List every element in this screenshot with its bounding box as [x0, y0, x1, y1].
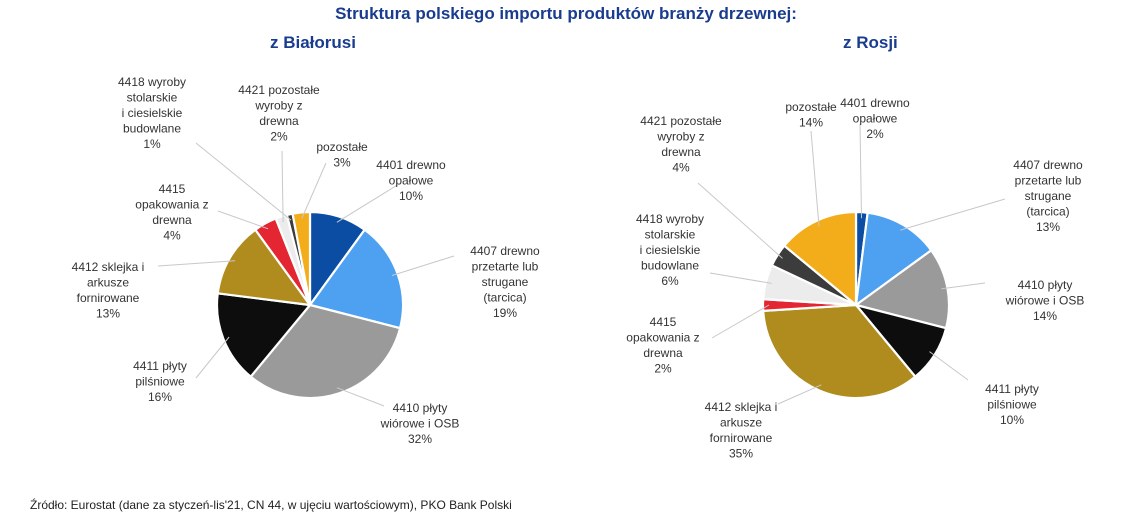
pie-slice	[782, 210, 858, 308]
pie-russia: 4401 drewno opałowe 2% 4407 drewno przetarte…	[626, 96, 1084, 461]
slice-label: 4410 płyty wiórowe i OSB 14%	[1005, 278, 1085, 323]
leader-line	[195, 142, 292, 221]
slice-label: pozostałe 3%	[316, 140, 368, 170]
leader-line	[301, 162, 327, 219]
slice-label: pozostałe 14%	[785, 100, 837, 130]
leader-line	[900, 198, 1006, 231]
slice-label: 4418 wyroby stolarskie i ciesielskie budowl…	[636, 212, 704, 288]
leader-line	[711, 304, 770, 339]
pie-slice	[215, 292, 313, 379]
leader-line	[195, 336, 230, 379]
pie-slice	[216, 228, 313, 307]
leader-line	[391, 255, 455, 276]
page-title: Struktura polskiego importu produktów br…	[335, 4, 797, 23]
leader-line	[929, 351, 969, 381]
pie-slice	[854, 211, 933, 308]
slice-label: 4407 drewno przetarte lub strugane (tarcica…	[470, 244, 540, 320]
pie-slice	[291, 210, 312, 306]
leader-line	[709, 272, 772, 284]
slice-label: 4410 płyty wiórowe i OSB 32%	[380, 401, 460, 446]
leader-line	[697, 182, 783, 259]
slice-label: 4412 sklejka i arkusze fornirowane 35%	[705, 400, 778, 461]
chart-title-belarus: z Białorusi	[270, 33, 356, 52]
slice-label: 4411 płyty pilśniowe 10%	[985, 382, 1039, 427]
chart-title-russia: z Rosji	[843, 33, 898, 52]
pie-belarus: 4401 drewno opałowe 10% 4407 drewno przetart…	[72, 75, 540, 446]
slice-label: 4421 pozostałe wyroby z drewna 4%	[640, 114, 722, 175]
leader-line	[336, 183, 400, 223]
slice-label: 4411 płyty pilśniowe 16%	[133, 359, 187, 404]
slice-label: 4412 sklejka i arkusze fornirowane 13%	[72, 260, 145, 321]
leader-line	[336, 387, 385, 407]
slice-label: 4415 opakowania z drewna 2%	[626, 315, 699, 376]
slice-label: 4401 drewno opałowe 2%	[840, 96, 910, 141]
slice-label: 4415 opakowania z drewna 4%	[135, 182, 208, 243]
leader-line	[777, 384, 822, 405]
leader-line	[859, 123, 862, 219]
leader-line	[810, 130, 820, 227]
slice-label: 4421 pozostałe wyroby z drewna 2%	[238, 83, 320, 144]
slice-label: 4418 wyroby stolarskie i ciesielskie budowl…	[118, 75, 186, 151]
slice-label: 4407 drewno przetarte lub strugane (tarcica…	[1013, 158, 1083, 234]
leader-line	[157, 260, 236, 267]
pie-slice	[249, 303, 402, 400]
pie-slice	[762, 303, 917, 400]
leader-line	[941, 282, 986, 290]
slice-label: 4401 drewno opałowe 10%	[376, 158, 446, 203]
leader-line	[281, 150, 284, 223]
leader-line	[217, 210, 269, 230]
source-note: Źródło: Eurostat (dane za styczeń-lis'21…	[30, 498, 512, 512]
